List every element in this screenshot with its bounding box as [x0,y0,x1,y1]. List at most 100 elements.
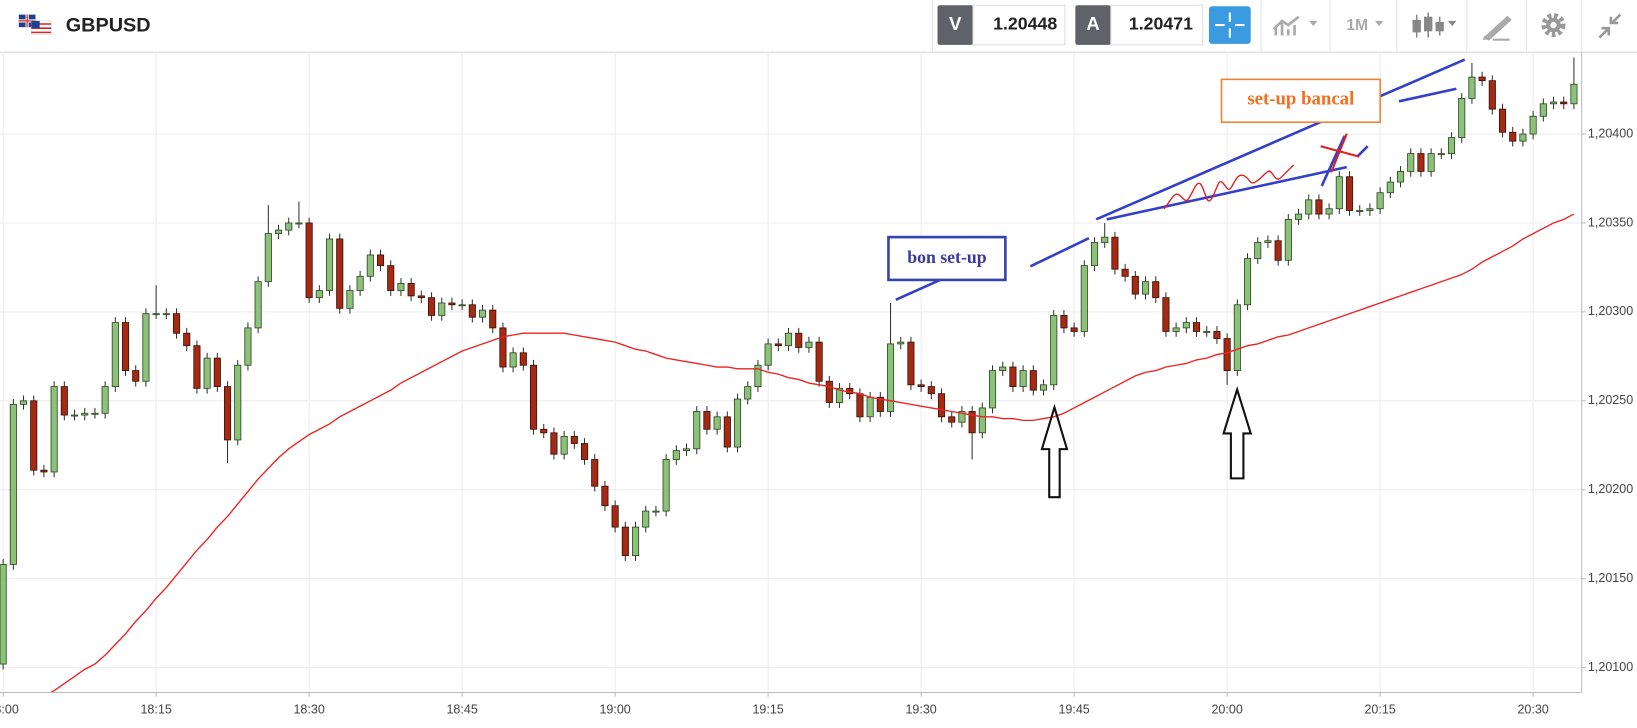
candle-body [662,459,670,512]
candle-body [1172,327,1180,332]
candle-body [509,352,517,368]
candle-body [927,386,935,395]
candle-body [1182,322,1190,329]
candle-body [631,526,640,556]
candle-body [244,327,252,366]
candle-body [81,412,89,416]
buy-price: 1.20471 [1129,14,1193,34]
annotation-box: set-up bancal [1220,78,1381,123]
candle-body [1080,265,1088,332]
candle-body [458,304,466,307]
candle-body [1509,131,1517,142]
header: GBPUSD V 1.20448 A 1.20471 1M [0,0,1637,53]
chart-type-button[interactable] [1412,12,1457,38]
candle-body [1570,83,1578,105]
candle-body [183,332,191,347]
candle-body [19,400,28,405]
indicators-button[interactable] [1272,15,1318,36]
x-tick-label: 20:15 [1364,703,1395,717]
candle-body [652,510,660,513]
buy-label: A [1086,13,1100,34]
candle-body [1376,192,1384,210]
candle-body [529,364,538,430]
y-tick-label: 1,20150 [1588,571,1633,585]
candle-body [540,428,548,434]
collapse-button[interactable] [1598,13,1622,39]
candle-body [254,281,262,329]
candle-body [611,505,619,528]
sell-label: V [949,13,962,34]
candle-body [601,485,609,507]
candle-body [1090,242,1099,267]
x-tick-label: 20:00 [1211,703,1242,717]
candle-body [152,313,160,316]
candle-body [70,414,79,417]
candle-body [1203,331,1211,333]
settings-button[interactable] [1541,13,1566,38]
sell-button[interactable]: V 1.20448 [937,4,1066,46]
candle-body [234,364,242,441]
candle-body [111,322,119,388]
candle-body [1029,370,1037,391]
candle-body [1356,210,1364,212]
candle-body [1192,322,1201,332]
candle-body [356,275,364,291]
drawing-button[interactable] [1482,15,1512,41]
candle-body [1233,304,1241,371]
candle-body [825,380,833,404]
annotation: set-up bancal [1247,89,1354,110]
candle-body [550,432,558,455]
candle-body [305,222,313,299]
y-tick-label: 1,20200 [1588,482,1633,496]
candle-body [1111,236,1119,270]
candle-body [1121,268,1129,277]
candle-body [591,459,599,487]
crosshair-button[interactable] [1208,6,1251,44]
candle-body [336,238,344,309]
x-tick-label: 18:30 [293,703,324,717]
y-tick-label: 1,20100 [1588,660,1633,674]
candle-body [897,341,905,345]
buy-button[interactable]: A 1.20471 [1075,4,1204,46]
candle-body [1213,331,1221,339]
candle-body [764,343,772,366]
candle-body [9,403,17,565]
candle-body [193,345,201,389]
candle-body [0,564,7,665]
candle-body [978,407,986,434]
candle-body [937,393,946,418]
candle-body [886,343,895,412]
candle-body [703,411,711,430]
candle-body [1478,76,1486,82]
candle-body [1447,137,1456,155]
candle-body [1407,153,1415,172]
candle-body [1549,101,1558,105]
candle-body [1162,297,1170,332]
candle-body [478,309,487,318]
candle-body [448,302,456,306]
timeframe-button[interactable]: 1M [1346,17,1384,34]
candle-body [1468,76,1476,99]
candle-body [744,386,752,400]
candle-body [907,341,915,386]
candle-body [1060,315,1068,329]
candle-body [560,435,568,455]
candle-body [723,416,731,448]
candle-body [1141,281,1150,295]
candle-body [427,297,436,316]
candle-body [121,322,130,371]
candle-body [713,416,721,430]
candle-body [866,396,874,418]
candle-body [1335,176,1343,210]
candle-body [30,400,38,471]
y-tick-label: 1,20300 [1588,304,1633,318]
candle-body [774,343,782,347]
candle-body [366,254,374,277]
candle-body [1529,115,1537,135]
candle-body [203,357,211,389]
candle-body [519,352,527,366]
candle-body [417,295,425,299]
candle-body [693,411,701,450]
candle-body [295,222,303,225]
